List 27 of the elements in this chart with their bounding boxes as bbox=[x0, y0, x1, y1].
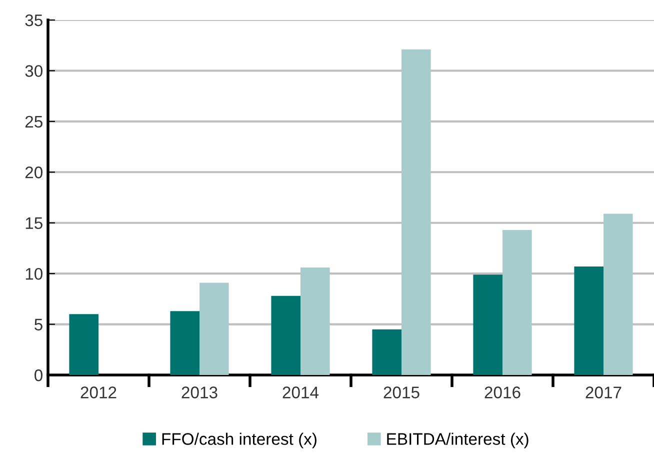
bar bbox=[402, 49, 431, 375]
x-tick-label: 2016 bbox=[484, 386, 520, 398]
y-tick-label: 20 bbox=[25, 166, 42, 178]
y-tick-label: 35 bbox=[25, 14, 42, 26]
x-tick-label: 2012 bbox=[80, 386, 116, 398]
bar bbox=[372, 329, 402, 375]
y-tick-label: 15 bbox=[26, 217, 42, 230]
y-tick-label: 0 bbox=[34, 369, 42, 382]
bar bbox=[300, 267, 330, 375]
bar bbox=[574, 266, 604, 375]
legend-label: EBITDA/interest (x) bbox=[387, 432, 528, 448]
bar bbox=[170, 311, 200, 375]
x-tick-label: 2015 bbox=[384, 386, 420, 398]
x-tick-label: 2017 bbox=[586, 386, 622, 398]
y-tick-label: 5 bbox=[34, 318, 42, 330]
y-tick-label: 30 bbox=[25, 65, 42, 77]
bar bbox=[271, 296, 300, 375]
x-tick-label: 2013 bbox=[182, 386, 218, 398]
y-tick-label: 25 bbox=[25, 116, 42, 128]
x-tick-label: 2014 bbox=[282, 386, 319, 398]
bar bbox=[473, 274, 502, 375]
y-tick-label: 10 bbox=[26, 268, 42, 280]
bar bbox=[604, 214, 633, 375]
bar bbox=[200, 282, 229, 375]
bar bbox=[69, 314, 98, 375]
legend-label: FFO/cash interest (x) bbox=[162, 432, 316, 448]
bar bbox=[502, 230, 532, 375]
